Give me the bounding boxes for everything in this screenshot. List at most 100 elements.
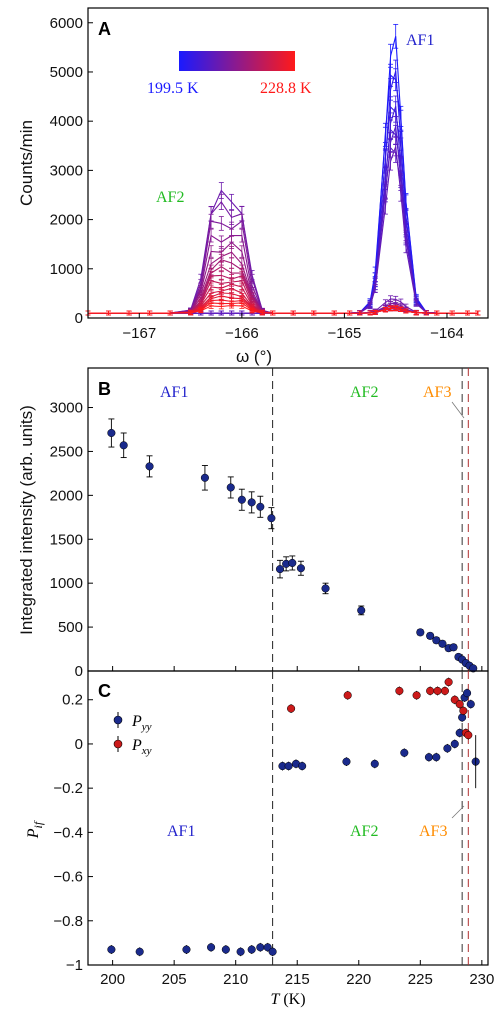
polarization-point-pyy — [284, 762, 293, 771]
panel-a-ytick-label: 6000 — [50, 15, 83, 32]
annotation-af1-b: AF1 — [160, 384, 188, 401]
intensity-point — [247, 498, 256, 507]
scan-curve — [88, 36, 478, 314]
panel-b-ytick-label: 1500 — [50, 531, 83, 548]
panel-c-ytick-label: −0.2 — [53, 780, 83, 797]
panel-a-xtick-label: −165 — [328, 325, 362, 342]
intensity-point — [321, 584, 330, 593]
panel-b-ytick-label: 2000 — [50, 487, 83, 504]
panel-b-ytick-label: 500 — [58, 619, 83, 636]
panel-c: −1 −0.8 −0.6 −0.4 −0.2 0 0.2 200 205 210 215 220 225… — [25, 670, 494, 1008]
polarization-point-pyy — [424, 753, 433, 762]
panel-a-xtick-label: −166 — [225, 325, 259, 342]
intensity-point — [357, 606, 366, 615]
polarization-point-pyy — [236, 947, 245, 956]
intensity-point — [107, 428, 116, 438]
panel-c-ytick-label: 0.2 — [62, 692, 83, 709]
scan-curve — [88, 126, 478, 314]
polarization-point-pxy — [464, 731, 473, 740]
panel-c-ytick-label: −0.6 — [53, 869, 83, 886]
colorbar-high-label: 228.8 K — [260, 80, 312, 97]
panel-b-phase-lines — [272, 368, 469, 671]
polarization-point-pxy — [426, 686, 435, 695]
polarization-point-pyy — [182, 945, 191, 954]
scan-curve — [88, 283, 478, 314]
intensity-point — [449, 643, 458, 652]
panel-a-ytick-label: 4000 — [50, 113, 83, 130]
panel-c-ytick-label: −0.4 — [53, 824, 83, 841]
intensity-point — [145, 462, 154, 471]
scan-curve — [88, 287, 478, 314]
scan-curve — [88, 146, 478, 314]
polarization-point-pyy — [458, 713, 467, 722]
intensity-point — [469, 664, 478, 673]
panel-b-points — [107, 418, 478, 673]
polarization-point-pxy — [433, 686, 442, 695]
panel-c-ytick-label: −1 — [66, 957, 83, 974]
annotation-af3-c: AF3 — [419, 823, 447, 840]
scan-curve — [88, 128, 478, 314]
polarization-point-pxy — [444, 678, 453, 687]
panel-c-xtick-label: 220 — [346, 971, 371, 988]
annotation-af2-a: AF2 — [156, 189, 184, 206]
polarization-point-pyy — [342, 757, 351, 766]
polarization-point-pxy — [455, 700, 464, 709]
panel-c-ytick-label: 0 — [75, 736, 83, 753]
panel-a-letter: A — [98, 19, 111, 39]
panel-b-axes: 0 500 1000 1500 2000 2500 3000 — [50, 400, 483, 680]
panel-c-xlabel: T (K) — [270, 991, 305, 1008]
panel-c-letter: C — [98, 681, 111, 701]
polarization-point-pyy — [298, 762, 307, 771]
annotation-af1-c: AF1 — [167, 823, 195, 840]
panel-a-ylabel: Counts/min — [17, 120, 36, 206]
annotation-af3-b: AF3 — [423, 384, 451, 401]
polarization-point-pxy — [459, 706, 468, 715]
panel-a-xtick-label: −164 — [430, 325, 464, 342]
polarization-point-pyy — [370, 759, 379, 768]
panel-b-letter: B — [98, 379, 111, 399]
polarization-point-pxy — [440, 686, 449, 695]
panel-a-ytick-label: 2000 — [50, 212, 83, 229]
scan-curve — [88, 304, 478, 314]
polarization-point-pxy — [343, 691, 352, 700]
polarization-point-pyy — [135, 947, 144, 956]
panel-c-phase-lines — [272, 671, 469, 965]
panel-a-ytick-label: 0 — [75, 310, 83, 327]
polarization-point-pxy — [287, 704, 296, 713]
panel-c-frame — [87, 670, 489, 966]
polarization-point-pyy — [256, 943, 265, 952]
panel-a-axes: −167 −166 −165 −164 0 1000 2000 3000 4000 5000 600… — [50, 15, 464, 342]
colorbar — [179, 51, 295, 71]
legend-pxy-label: Pxy — [131, 737, 152, 757]
af3-pointer-c — [451, 805, 465, 819]
scan-curve — [88, 220, 478, 314]
panel-a-ytick-label: 5000 — [50, 64, 83, 81]
panel-c-xtick-label: 230 — [469, 971, 494, 988]
af3-pointer-b — [451, 401, 465, 419]
panel-b-ylabel: Integrated intensity (arb. units) — [17, 405, 36, 635]
intensity-point — [226, 483, 235, 492]
panel-c-xtick-label: 210 — [223, 971, 248, 988]
scan-curve — [88, 274, 478, 314]
annotation-af1-a: AF1 — [406, 32, 434, 49]
scan-curve — [88, 189, 478, 314]
panel-c-xtick-label: 205 — [162, 971, 187, 988]
legend-pxy-marker — [113, 739, 123, 749]
panel-c-points — [107, 677, 480, 957]
polarization-point-pyy — [466, 700, 475, 709]
panel-c-xtick-label: 200 — [100, 971, 125, 988]
intensity-point — [296, 564, 305, 573]
annotation-af2-c: AF2 — [350, 823, 378, 840]
polarization-point-pyy — [400, 748, 409, 757]
polarization-point-pxy — [412, 691, 421, 700]
polarization-point-pyy — [463, 689, 472, 698]
panel-a-ytick-label: 3000 — [50, 162, 83, 179]
intensity-point — [288, 558, 297, 568]
panel-b-ytick-label: 2500 — [50, 443, 83, 460]
scan-curve — [88, 200, 478, 314]
intensity-point — [256, 502, 265, 511]
panel-b-ytick-label: 1000 — [50, 575, 83, 592]
scan-curve — [88, 280, 478, 314]
panel-b-ytick-label: 0 — [75, 663, 83, 680]
